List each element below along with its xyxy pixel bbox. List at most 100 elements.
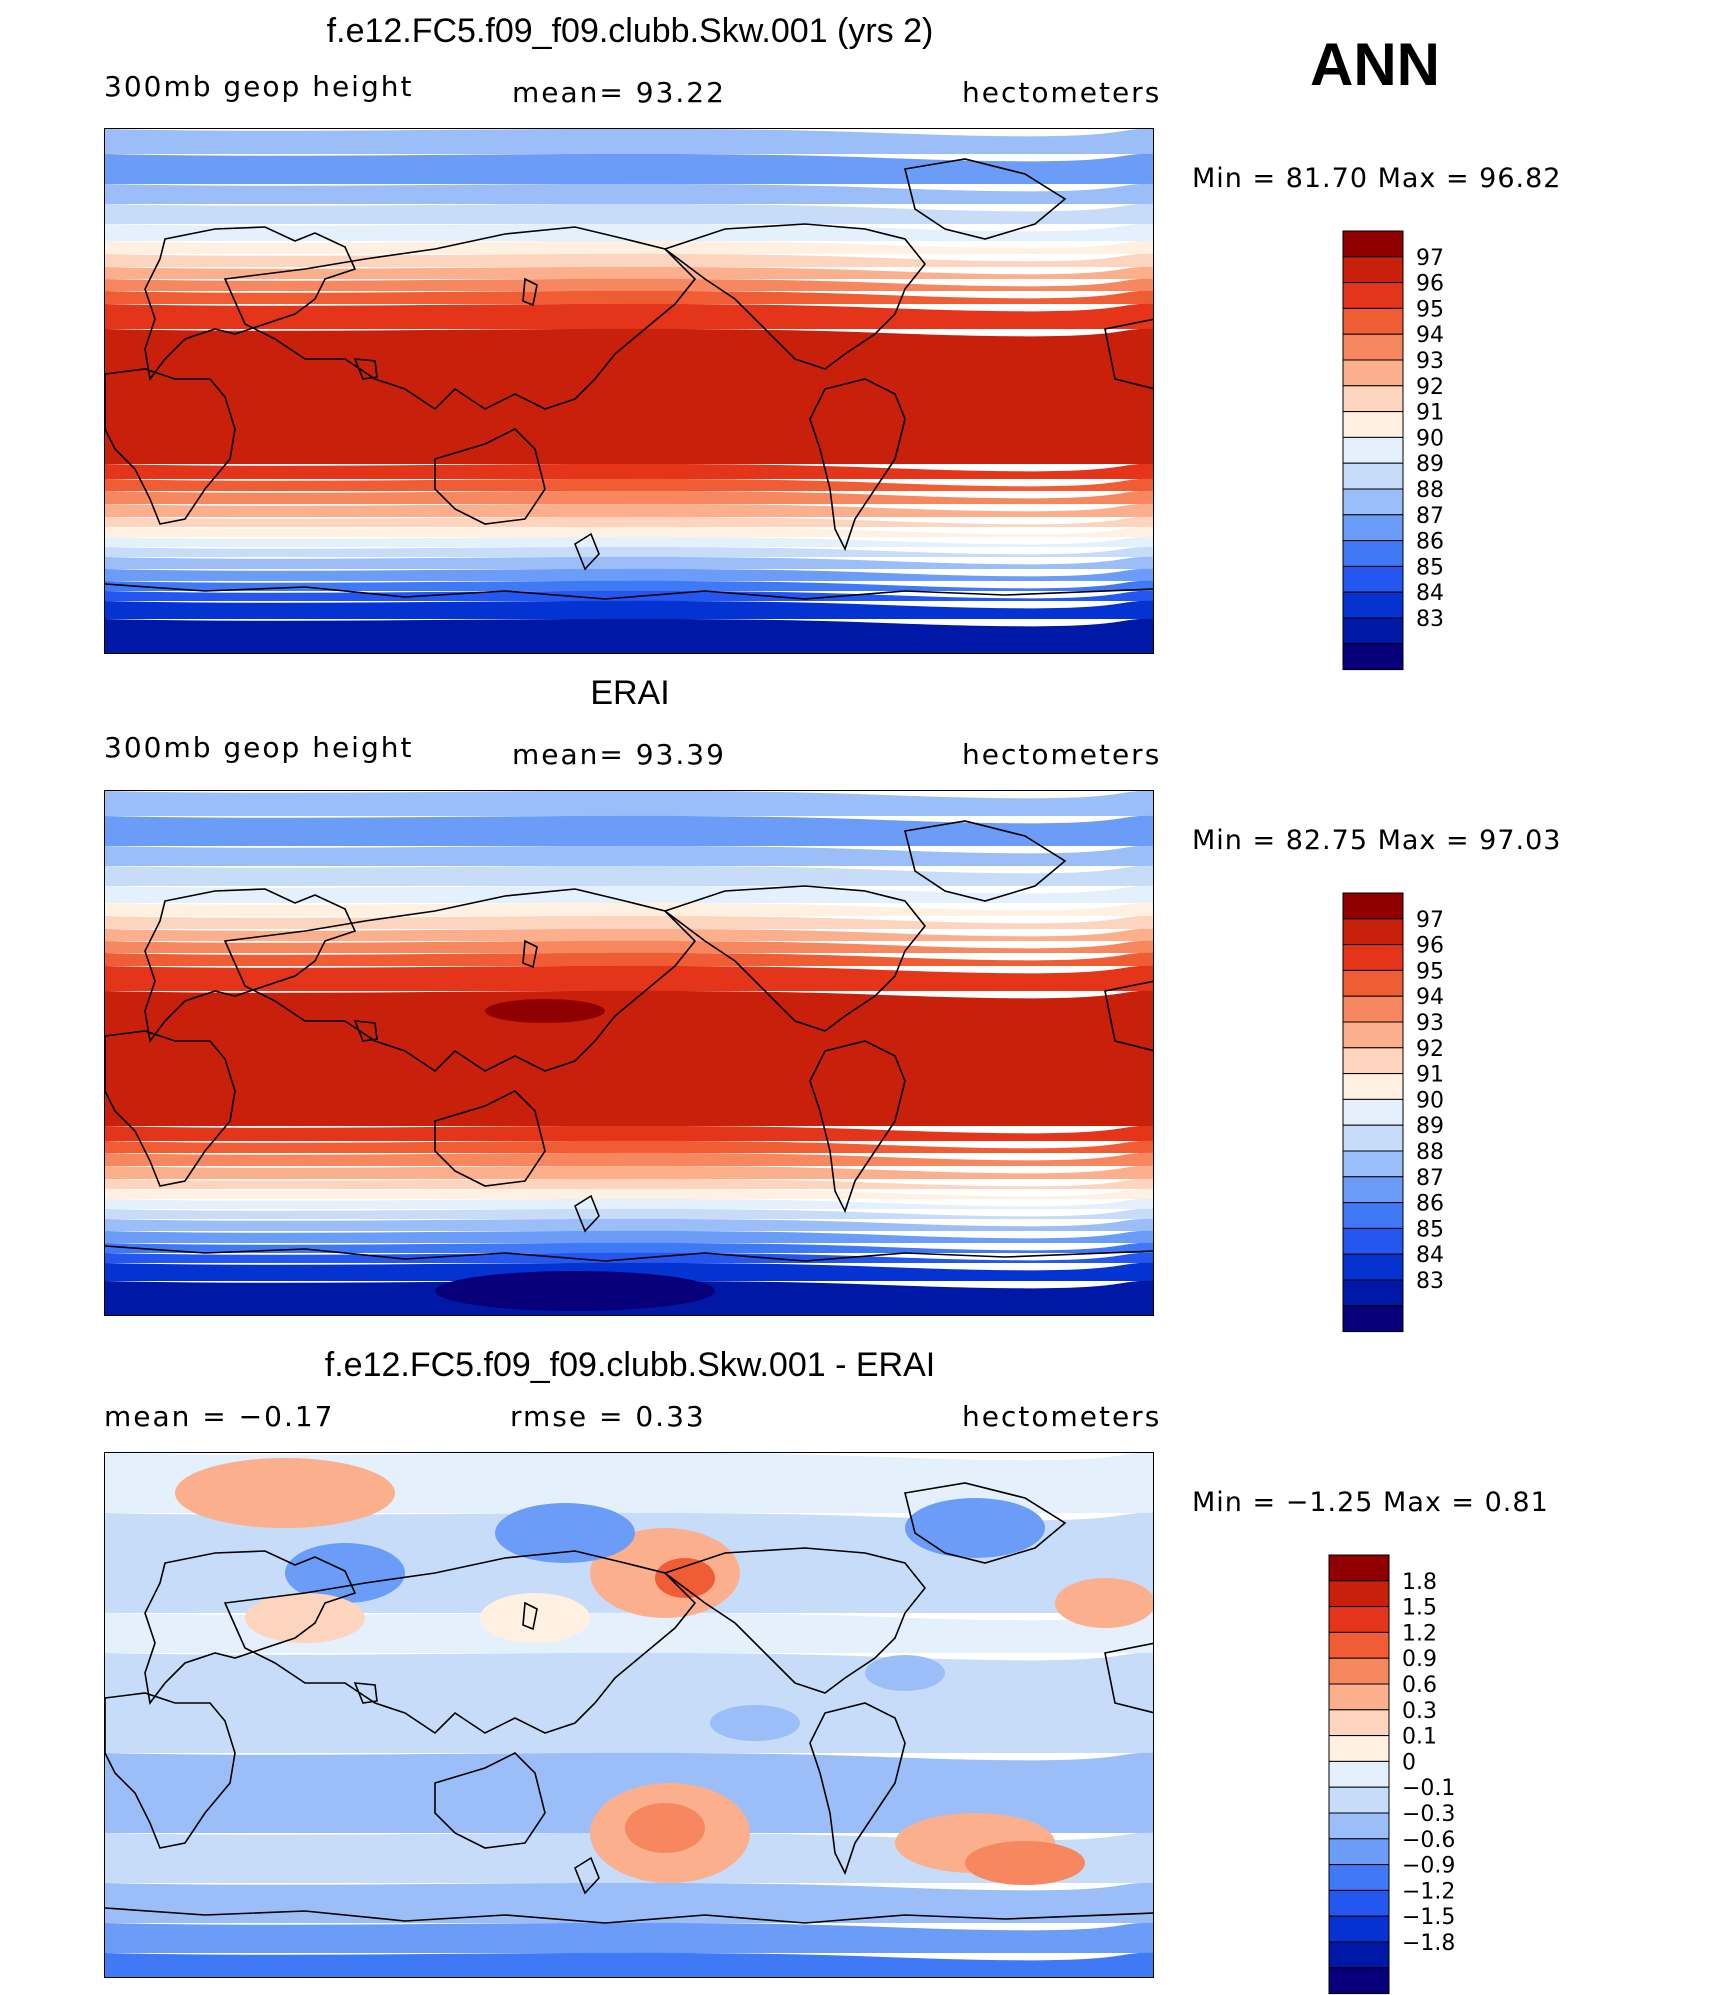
contour-anomaly <box>905 1498 1045 1558</box>
colorbar-tick-label: 91 <box>1416 1063 1444 1088</box>
coastline <box>1104 1642 1153 1714</box>
contour-band <box>105 1218 1153 1231</box>
coastline <box>904 158 1067 240</box>
panel-1-title: f.e12.FC5.f09_f09.clubb.Skw.001 (yrs 2) <box>326 12 934 50</box>
colorbar-tick-label: −1.2 <box>1402 1879 1455 1904</box>
colorbar-swatch <box>1342 488 1404 516</box>
contour-anomaly <box>965 1841 1085 1885</box>
contour-band <box>105 290 1153 304</box>
colorbar-swatch <box>1342 969 1404 997</box>
coastline <box>522 1601 538 1631</box>
colorbar-swatch <box>1342 540 1404 567</box>
colorbar-swatch <box>1342 1305 1404 1333</box>
colorbar-tick-label: 87 <box>1416 504 1444 529</box>
panel-1-units-label: hectometers <box>962 76 1162 109</box>
colorbar-swatch <box>1328 1709 1390 1737</box>
coastline <box>522 939 538 969</box>
coastline <box>105 1907 1153 1924</box>
colorbar-swatch <box>1328 1657 1390 1685</box>
coastline <box>353 1020 378 1042</box>
coastline <box>1104 980 1153 1052</box>
colorbar-tick-label: 95 <box>1416 297 1444 322</box>
coastline <box>434 1090 546 1187</box>
colorbar-tick-label: 90 <box>1416 426 1444 451</box>
colorbar-swatch <box>1342 918 1404 946</box>
panel-2-colorbar: 97 96 95 94 93 92 91 90 89 88 87 86 85 84 83 <box>1342 892 1512 1333</box>
colorbar-swatch <box>1328 1606 1390 1633</box>
colorbar-swatch <box>1342 1279 1404 1307</box>
contour-anomaly <box>495 1503 635 1563</box>
colorbar-tick-label: 0.1 <box>1402 1725 1437 1750</box>
colorbar-tick-label: 94 <box>1416 985 1444 1010</box>
colorbar-tick-label: −1.5 <box>1402 1905 1455 1930</box>
coastline <box>105 368 236 525</box>
colorbar-tick-label: −0.1 <box>1402 1776 1455 1801</box>
contour-band <box>105 990 1153 1126</box>
colorbar-tick-label: 1.5 <box>1402 1596 1437 1621</box>
contour-band <box>105 590 1153 601</box>
contour-band <box>105 815 1153 846</box>
colorbar-tick-label: 96 <box>1416 272 1444 297</box>
contour-band <box>105 516 1153 527</box>
panel-3-minmax: Min = −1.25 Max = 0.81 <box>1192 1487 1549 1518</box>
panel-3-units-label: hectometers <box>962 1400 1162 1433</box>
panel-2-variable-label: 300mb geop height <box>104 731 414 764</box>
coastline <box>904 820 1067 902</box>
contour-band <box>105 1922 1153 1953</box>
panel-2-mean-label: mean= 93.39 <box>512 738 726 771</box>
contour-band <box>105 1262 1153 1281</box>
colorbar-tick-label: 85 <box>1416 555 1444 580</box>
contour-band <box>105 203 1153 224</box>
colorbar-tick-label: 89 <box>1416 452 1444 477</box>
contour-band <box>105 526 1153 537</box>
season-label: ANN <box>1310 31 1440 98</box>
colorbar-swatch <box>1342 256 1404 284</box>
colorbar-tick-label: 96 <box>1416 934 1444 959</box>
colorbar-tick-label: 84 <box>1416 1243 1444 1268</box>
colorbar-swatch <box>1342 944 1404 971</box>
contour-band <box>105 1152 1153 1166</box>
contour-band <box>105 902 1153 916</box>
contour-band <box>105 129 1153 154</box>
contour-band <box>105 1882 1153 1923</box>
colorbar-tick-label: 83 <box>1416 1269 1444 1294</box>
coastline <box>144 1550 357 1705</box>
contour-band <box>105 915 1153 929</box>
contour-band <box>105 791 1153 816</box>
colorbar-swatch <box>1342 1227 1404 1255</box>
colorbar-swatch <box>1328 1864 1390 1891</box>
colorbar-swatch <box>1342 591 1404 619</box>
contour-anomaly <box>485 999 605 1023</box>
contour-band <box>105 556 1153 569</box>
coastline <box>522 277 538 307</box>
colorbar-swatch <box>1328 1683 1390 1711</box>
contour-band <box>105 885 1153 903</box>
contour-anomaly <box>710 1705 800 1741</box>
colorbar-swatch <box>1342 514 1404 542</box>
contour-band <box>105 1125 1153 1141</box>
colorbar-swatch <box>1342 643 1404 671</box>
colorbar-swatch <box>1342 1073 1404 1100</box>
panel-2-title: ERAI <box>590 674 670 712</box>
coastline <box>105 583 1153 600</box>
colorbar-swatch <box>1342 1047 1404 1075</box>
colorbar-tick-label: 0.9 <box>1402 1647 1437 1672</box>
contour-band <box>105 965 1153 991</box>
colorbar-swatch <box>1328 1735 1390 1762</box>
panel-2-minmax: Min = 82.75 Max = 97.03 <box>1192 825 1562 856</box>
colorbar-tick-label: 89 <box>1416 1114 1444 1139</box>
coastline <box>663 885 927 1032</box>
colorbar-swatch <box>1328 1554 1390 1582</box>
colorbar-tick-label: 0.6 <box>1402 1673 1437 1698</box>
colorbar-swatch <box>1342 333 1404 361</box>
colorbar-swatch <box>1342 1202 1404 1229</box>
colorbar-tick-label: 94 <box>1416 323 1444 348</box>
colorbar-swatch <box>1342 565 1404 593</box>
colorbar-tick-label: 97 <box>1416 908 1444 933</box>
contour-band <box>105 536 1153 547</box>
panel-1-map <box>104 128 1154 654</box>
colorbar-tick-label: 86 <box>1416 530 1444 555</box>
contour-band <box>105 463 1153 479</box>
colorbar-swatch <box>1342 995 1404 1023</box>
contour-band <box>105 253 1153 267</box>
